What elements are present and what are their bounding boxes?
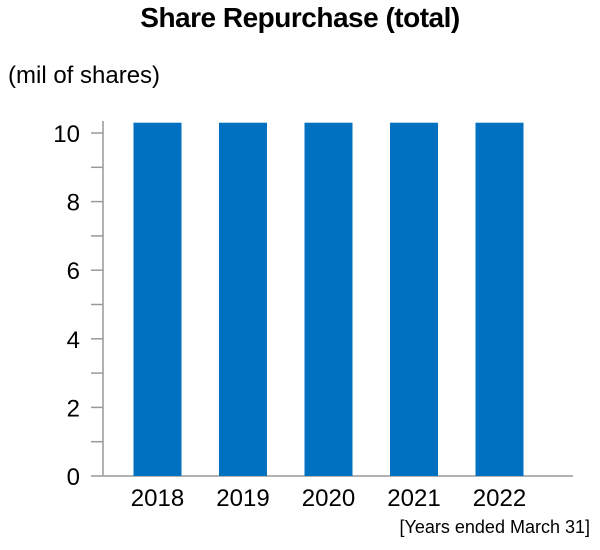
x-tick-label-2022: 2022 [473,485,526,512]
x-tick-label-2019: 2019 [216,485,269,512]
x-axis-note: [Years ended March 31] [399,517,590,537]
x-tick-label-2021: 2021 [387,485,440,512]
y-tick-label-8: 8 [67,190,80,217]
y-axis-unit-label: (mil of shares) [8,62,161,89]
bar-2021 [390,122,438,477]
x-tick-label-2018: 2018 [131,485,184,512]
y-tick-label-2: 2 [67,395,80,422]
bar-2019 [219,122,267,477]
y-tick-label-4: 4 [67,327,80,354]
ticks: 0 2 4 6 8 10 2018 2019 2020 2021 2022 [53,121,526,512]
bar-2020 [304,122,353,477]
x-tick-label-2020: 2020 [302,485,355,512]
bar-2022 [475,122,524,477]
y-tick-label-0: 0 [67,464,80,491]
y-tick-label-10: 10 [53,121,80,148]
chart-title: Share Repurchase (total) [140,2,460,33]
bar-2018 [133,122,182,477]
bars [133,122,524,477]
y-tick-label-6: 6 [67,258,80,285]
